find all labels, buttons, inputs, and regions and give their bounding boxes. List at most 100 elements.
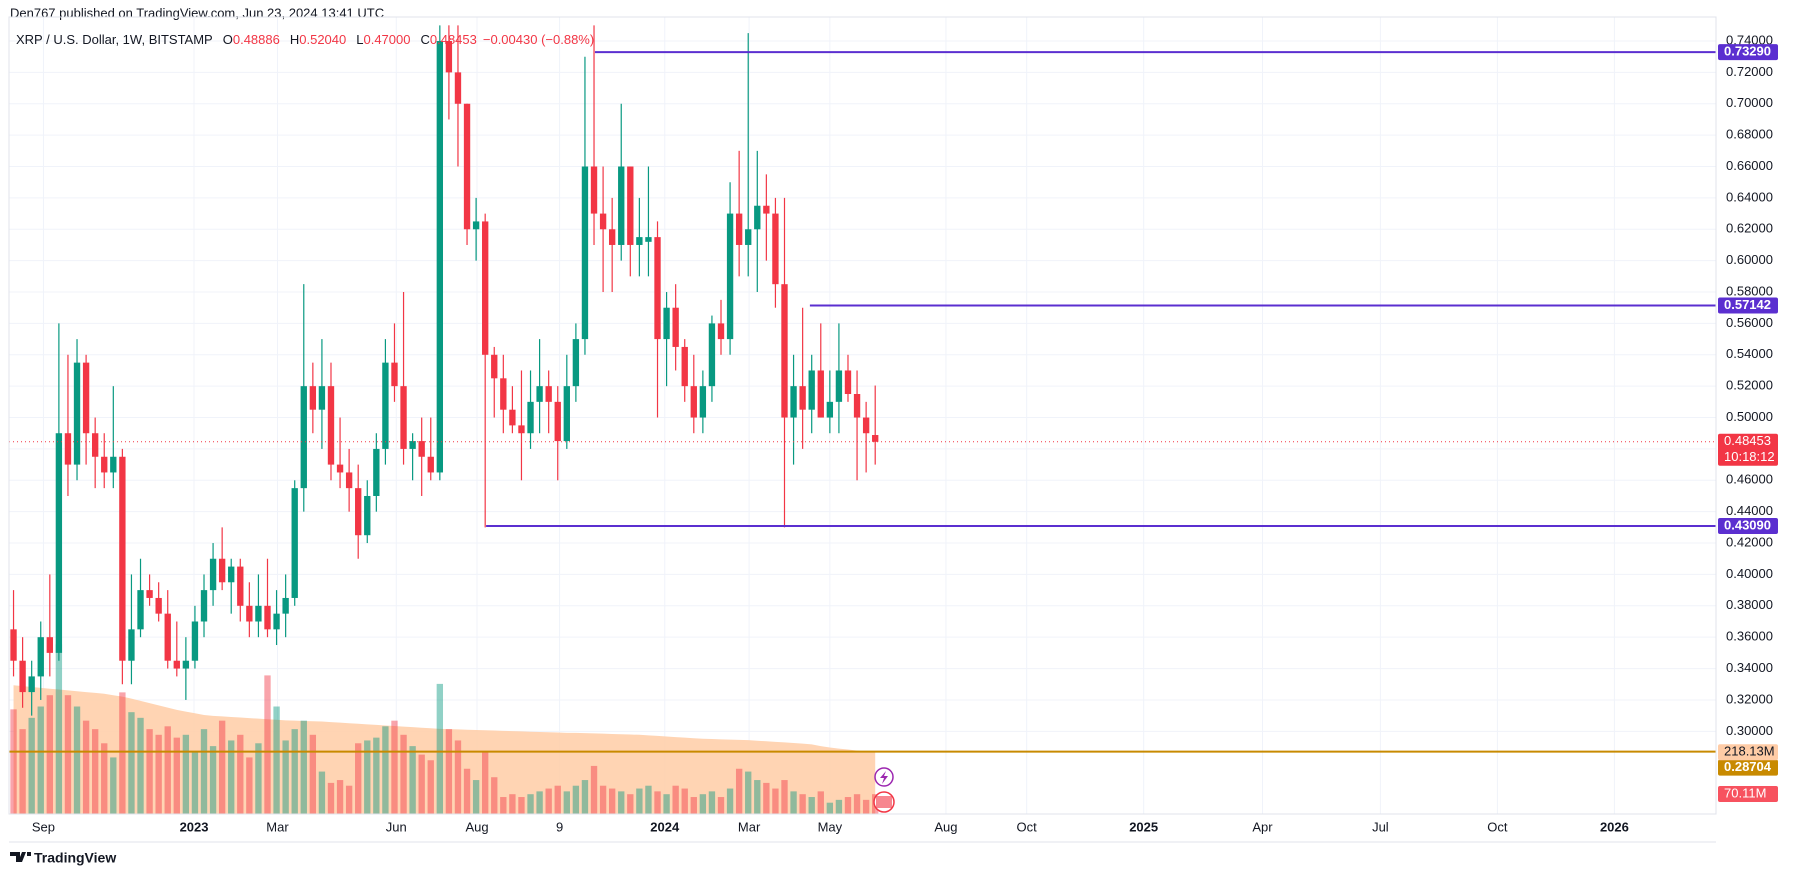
candle-body <box>772 213 779 285</box>
candle-body <box>327 386 335 465</box>
volume-bar <box>545 788 552 814</box>
volume-bar <box>164 726 171 814</box>
candle-body <box>518 425 525 434</box>
candle-body <box>64 433 72 465</box>
level-label: 0.73290 <box>1724 44 1771 59</box>
volume-bar <box>300 720 307 814</box>
volume-bar <box>862 799 870 814</box>
candle-body <box>844 370 852 395</box>
candle-body <box>645 237 652 242</box>
volume-bar <box>137 717 144 814</box>
volume-bar <box>463 768 471 814</box>
candle-body <box>355 488 362 536</box>
candle-body <box>382 362 389 449</box>
price-label: 0.48453 <box>1724 433 1771 448</box>
volume-bar <box>781 780 788 814</box>
level-label: 0.28704 <box>1724 759 1772 774</box>
volume-bar <box>726 788 734 814</box>
volume-bar <box>255 743 262 814</box>
candle-body <box>318 386 326 410</box>
volume-bar <box>291 729 298 814</box>
candle-body <box>627 166 634 245</box>
candle-body <box>590 166 598 214</box>
countdown-label: 10:18:12 <box>1724 449 1775 464</box>
volume-bar <box>82 720 90 814</box>
volume-bar <box>563 791 570 814</box>
volume-bar <box>73 706 81 814</box>
candle-body <box>345 472 353 489</box>
candle-body <box>527 401 534 434</box>
flag-glyph <box>876 796 892 808</box>
volume-bar <box>200 729 208 814</box>
volume-bar <box>717 797 725 814</box>
volume-bar <box>608 788 616 814</box>
grid <box>9 17 1716 814</box>
x-tick-label: 2025 <box>1129 819 1158 834</box>
x-tick-label: 2023 <box>180 819 209 834</box>
candle-body <box>146 590 153 598</box>
level-label-box <box>1718 297 1778 314</box>
candle-body <box>309 386 317 410</box>
candle-body <box>726 213 734 340</box>
candle-body <box>717 323 725 340</box>
volume-bar <box>418 754 425 814</box>
volume-bar <box>754 780 761 814</box>
candle-body <box>862 417 870 434</box>
brand: TradingView <box>10 850 116 866</box>
candle-body <box>790 386 797 418</box>
y-tick-label: 0.38000 <box>1726 597 1773 612</box>
y-tick-label: 0.58000 <box>1726 283 1773 298</box>
volume-bar <box>509 794 516 814</box>
y-tick-label: 0.44000 <box>1726 503 1773 518</box>
candle-body <box>491 354 498 379</box>
volume-bar <box>391 720 398 814</box>
volume-bar <box>790 791 797 814</box>
volume-bar <box>282 740 289 814</box>
legend-low: 0.47000 <box>363 32 410 47</box>
candle-body <box>164 613 171 661</box>
candle-body <box>373 448 380 496</box>
candle-body <box>282 597 289 614</box>
legend-change: −0.00430 (−0.88%) <box>483 32 594 47</box>
volume-bar <box>745 771 752 814</box>
volume-bar <box>101 743 108 814</box>
y-tick-label: 0.42000 <box>1726 534 1773 549</box>
candle-body <box>454 72 462 104</box>
publisher-note: Den767 published on TradingView.com, Jun… <box>10 5 384 20</box>
candle-body <box>73 362 81 465</box>
candle-body <box>463 103 471 230</box>
volume-bar <box>10 709 17 814</box>
volume-bar <box>345 785 353 814</box>
y-tick-label: 0.46000 <box>1726 472 1773 487</box>
candle-body <box>391 362 398 387</box>
volume-bar <box>228 740 235 814</box>
volume-bar <box>146 729 153 814</box>
x-tick-label: Mar <box>266 819 289 834</box>
y-tick-label: 0.32000 <box>1726 691 1773 706</box>
candle-body <box>690 386 697 418</box>
candle-body <box>409 441 416 449</box>
candles <box>10 25 879 716</box>
volume-bar <box>218 720 226 814</box>
price-label-box <box>1718 433 1778 466</box>
candle-body <box>699 386 707 418</box>
level-label-box <box>1718 517 1778 534</box>
volume-bar <box>55 644 63 814</box>
level-label: 0.43090 <box>1724 517 1771 532</box>
legend-close: 0.48453 <box>430 32 477 47</box>
volume-bar <box>645 785 652 814</box>
x-tick-label: Jun <box>386 819 407 834</box>
volume-bar <box>636 788 643 814</box>
candle-body <box>826 401 834 418</box>
y-tick-label: 0.52000 <box>1726 378 1773 393</box>
candle-body <box>364 495 371 536</box>
candle-body <box>28 676 35 693</box>
candle-body <box>672 307 679 347</box>
candle-body <box>554 401 561 442</box>
volume-bar <box>690 797 697 814</box>
x-tick-label: May <box>818 819 843 834</box>
candle-body <box>509 409 516 426</box>
y-tick-label: 0.60000 <box>1726 252 1773 267</box>
legend-close-label: C <box>420 32 429 47</box>
